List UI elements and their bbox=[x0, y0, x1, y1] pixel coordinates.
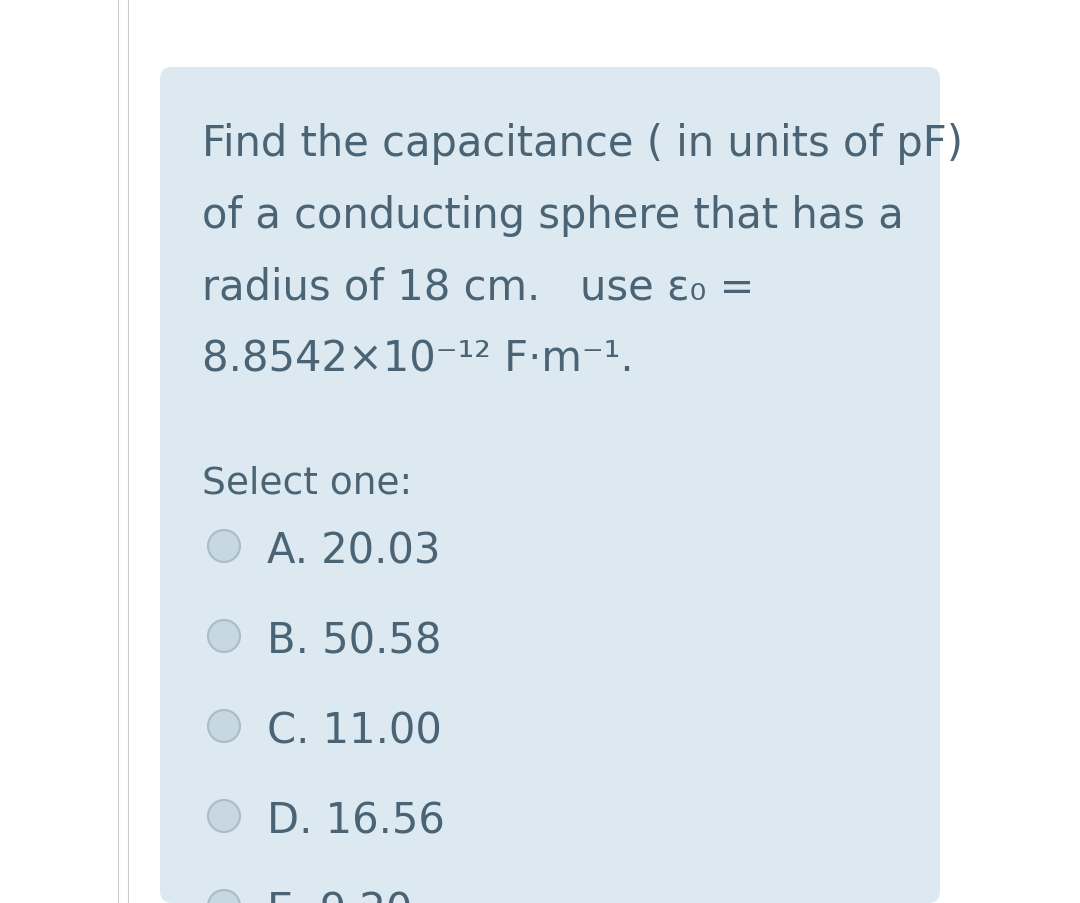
Text: C. 11.00: C. 11.00 bbox=[267, 711, 442, 752]
Text: B. 50.58: B. 50.58 bbox=[267, 620, 442, 662]
Text: A. 20.03: A. 20.03 bbox=[267, 530, 441, 573]
Circle shape bbox=[208, 620, 240, 652]
FancyBboxPatch shape bbox=[160, 68, 940, 903]
Circle shape bbox=[208, 890, 240, 903]
Text: D. 16.56: D. 16.56 bbox=[267, 800, 445, 842]
Circle shape bbox=[208, 530, 240, 563]
Text: radius of 18 cm.   use ε₀ =: radius of 18 cm. use ε₀ = bbox=[202, 266, 754, 309]
Circle shape bbox=[208, 800, 240, 832]
Text: E. 9.20: E. 9.20 bbox=[267, 890, 413, 903]
Text: Find the capacitance ( in units of pF): Find the capacitance ( in units of pF) bbox=[202, 123, 963, 165]
Circle shape bbox=[208, 711, 240, 742]
Text: Select one:: Select one: bbox=[202, 465, 413, 501]
Text: 8.8542×10⁻¹² F·m⁻¹.: 8.8542×10⁻¹² F·m⁻¹. bbox=[202, 339, 634, 380]
Text: of a conducting sphere that has a: of a conducting sphere that has a bbox=[202, 195, 904, 237]
